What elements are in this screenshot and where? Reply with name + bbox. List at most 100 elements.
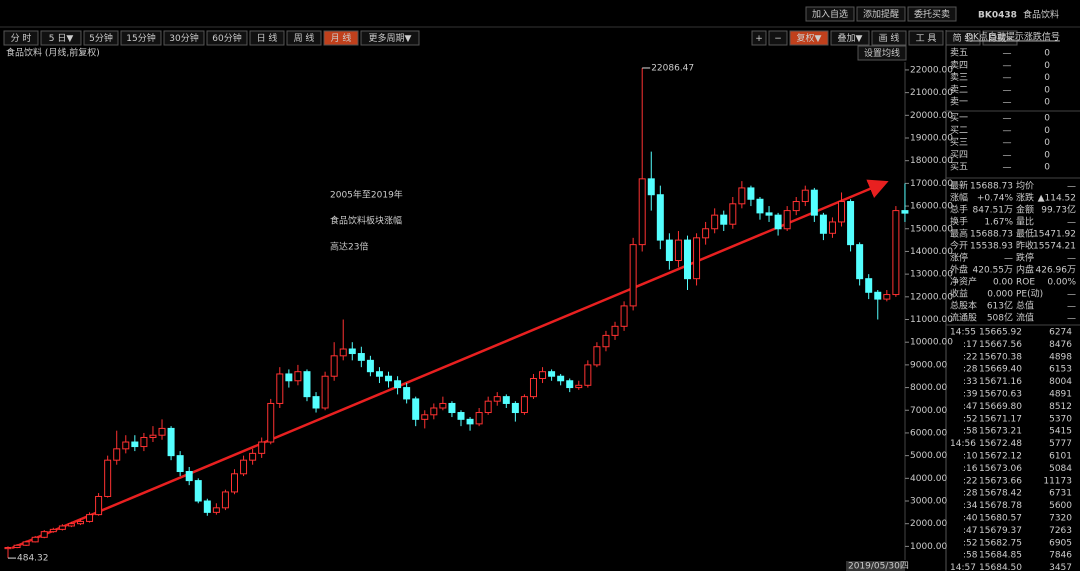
candle-body xyxy=(240,459,248,475)
toolbar-button-box[interactable] xyxy=(907,6,957,22)
candle-body xyxy=(394,380,402,389)
candle-body xyxy=(31,536,39,543)
trade-volume: 5777 xyxy=(1049,439,1072,449)
period-tab[interactable]: 5分钟 xyxy=(89,32,113,44)
trade-time: :22 xyxy=(963,476,977,486)
candle-body xyxy=(593,346,601,366)
book-price: — xyxy=(1003,49,1012,59)
stat-label: 总股本 xyxy=(950,300,977,312)
tool-button[interactable]: + xyxy=(755,34,763,44)
ma-button-box[interactable] xyxy=(857,45,907,61)
period-tab-box[interactable] xyxy=(120,30,162,46)
candle-body xyxy=(366,359,374,373)
tool-button[interactable]: 叠加▼ xyxy=(838,33,863,44)
trade-price: 15670.38 xyxy=(979,352,1022,362)
trade-price: 15680.57 xyxy=(979,514,1022,524)
trade-time: :34 xyxy=(963,501,978,511)
period-tab[interactable]: 15分钟 xyxy=(126,32,155,44)
candle-body xyxy=(511,402,519,414)
trade-price: 15673.21 xyxy=(979,427,1022,437)
trade-price: 15669.80 xyxy=(979,402,1022,412)
tool-button[interactable]: 工 具 xyxy=(916,33,937,44)
toolbar-button-box[interactable] xyxy=(805,6,855,22)
toolbar-button[interactable]: 添加提醒 xyxy=(863,9,899,20)
book-label: 卖三 xyxy=(950,72,968,83)
period-tab[interactable]: 月 线 xyxy=(331,32,352,44)
trade-price: 15667.56 xyxy=(979,340,1022,350)
tool-button[interactable]: 复权▼ xyxy=(797,32,822,44)
tool-button-box[interactable] xyxy=(768,30,788,46)
trade-price: 15671.17 xyxy=(979,414,1022,424)
candle-body xyxy=(856,244,864,280)
tool-button-box[interactable] xyxy=(982,30,1018,46)
annotation: 2005年至2019年 xyxy=(330,189,403,201)
candle-body xyxy=(892,210,900,296)
toolbar-button-box[interactable] xyxy=(856,6,906,22)
tool-button-box[interactable] xyxy=(908,30,944,46)
trade-price: 15678.78 xyxy=(979,501,1022,511)
tool-button-box[interactable] xyxy=(830,30,870,46)
trade-price: 15671.16 xyxy=(979,377,1022,387)
tool-button-box[interactable] xyxy=(751,30,767,46)
trade-price: 15684.85 xyxy=(979,551,1022,561)
toolbar-button[interactable]: 加入自选 xyxy=(812,8,848,20)
candle-body xyxy=(883,294,891,300)
y-tick-label: 22000.00 xyxy=(910,65,953,75)
book-price: — xyxy=(1003,163,1012,173)
stat-value: 0.00 xyxy=(993,278,1013,288)
period-tab-box[interactable] xyxy=(249,30,285,46)
period-tab[interactable]: 日 线 xyxy=(257,32,278,44)
period-tab[interactable]: 60分钟 xyxy=(212,32,241,44)
period-tab-box[interactable] xyxy=(286,30,322,46)
book-label: 买三 xyxy=(950,137,968,148)
tool-button[interactable]: 画 线 xyxy=(879,32,900,44)
book-label: 买四 xyxy=(950,149,968,160)
book-volume: 0 xyxy=(1044,49,1050,59)
stat-value: — xyxy=(1067,218,1076,228)
y-tick-label: 8000.00 xyxy=(910,383,947,393)
annotation: 食品饮料板块涨幅 xyxy=(330,215,402,227)
trade-volume: 6274 xyxy=(1049,328,1072,338)
period-tab[interactable]: 分 时 xyxy=(11,32,32,44)
trade-volume: 6731 xyxy=(1049,489,1072,499)
tool-button-box[interactable] xyxy=(871,30,907,46)
candle-body xyxy=(756,198,764,214)
trade-volume: 6153 xyxy=(1049,365,1072,375)
toolbar-button[interactable]: 委托买卖 xyxy=(914,8,950,20)
candle-body xyxy=(58,525,66,530)
tool-button-box[interactable] xyxy=(945,30,981,46)
candle-body xyxy=(702,228,710,239)
candle-body xyxy=(502,396,510,404)
tool-button[interactable]: 隐藏» xyxy=(988,32,1012,44)
period-tab-box[interactable] xyxy=(206,30,248,46)
stat-label: 昨收 xyxy=(1016,240,1034,252)
period-tab[interactable]: 30分钟 xyxy=(169,32,198,44)
book-price: — xyxy=(1003,150,1012,160)
tool-button-box[interactable] xyxy=(789,30,829,46)
trade-time: 14:55 xyxy=(950,328,976,338)
trade-volume: 7263 xyxy=(1049,526,1072,536)
period-tab-box[interactable] xyxy=(163,30,205,46)
trade-volume: 3457 xyxy=(1049,563,1072,571)
period-tab-box[interactable] xyxy=(83,30,119,46)
period-tab[interactable]: 周 线 xyxy=(294,32,315,44)
book-volume: 0 xyxy=(1044,163,1050,173)
book-label: 买二 xyxy=(950,125,968,136)
signal-link[interactable]: DK点自动提示涨跌信号 xyxy=(966,31,1060,43)
period-tab-box[interactable] xyxy=(323,30,359,46)
period-tab-box[interactable] xyxy=(360,30,420,46)
candle-body xyxy=(357,353,365,361)
period-tab-box[interactable] xyxy=(40,30,82,46)
candle-body xyxy=(819,214,827,234)
candle-body xyxy=(40,531,48,538)
tool-button[interactable]: 简 约 xyxy=(953,32,974,44)
book-price: — xyxy=(1003,98,1012,108)
tool-button[interactable]: − xyxy=(774,34,782,44)
period-tab[interactable]: 5 日▼ xyxy=(49,33,74,44)
period-tab-box[interactable] xyxy=(3,30,39,46)
book-price: — xyxy=(1003,114,1012,124)
period-tab[interactable]: 更多周期▼ xyxy=(369,32,412,44)
trade-volume: 11173 xyxy=(1043,476,1072,486)
candle-body xyxy=(167,427,175,457)
ma-button[interactable]: 设置均线 xyxy=(864,47,900,59)
